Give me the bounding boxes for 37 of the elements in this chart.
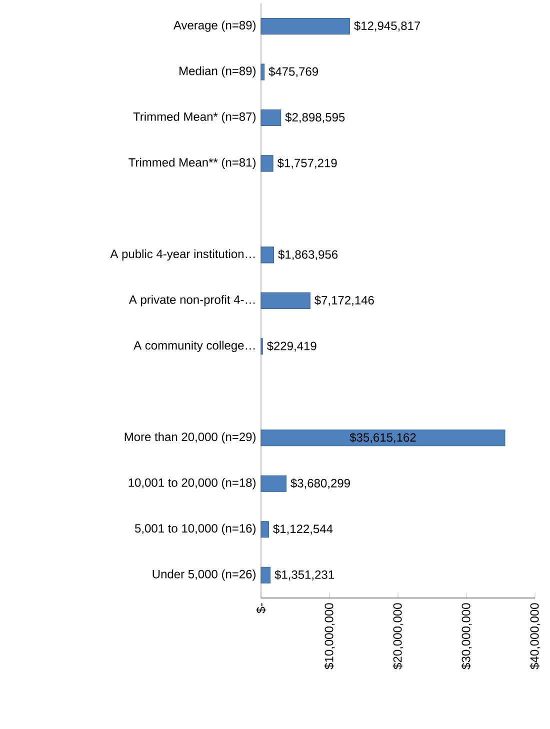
data-label: $1,351,231 bbox=[274, 570, 334, 580]
bar bbox=[260, 521, 269, 538]
bar bbox=[260, 475, 286, 492]
y-tick-label: Under 5,000 (n=26) bbox=[152, 570, 256, 581]
x-tick-label: $20,000,000 bbox=[392, 603, 404, 670]
y-tick-label: A private non-profit 4-… bbox=[128, 295, 255, 306]
y-tick-label: 5,001 to 10,000 (n=16) bbox=[135, 524, 256, 535]
bar bbox=[260, 566, 271, 584]
data-label: $35,615,162 bbox=[350, 432, 416, 444]
data-label: $12,945,817 bbox=[354, 21, 420, 32]
data-label: $3,680,299 bbox=[290, 478, 350, 489]
x-tick-label: $40,000,000 bbox=[530, 603, 540, 670]
data-label: $229,419 bbox=[266, 341, 316, 352]
data-label: $1,122,544 bbox=[273, 524, 333, 535]
data-label: $2,898,595 bbox=[285, 112, 345, 123]
data-label: $475,769 bbox=[268, 66, 318, 78]
bar bbox=[260, 430, 506, 446]
y-tick-label: Trimmed Mean** (n=81) bbox=[128, 158, 256, 170]
bar bbox=[260, 155, 274, 172]
x-tick-label: $30,000,000 bbox=[461, 603, 472, 670]
data-label: $7,172,146 bbox=[314, 295, 374, 306]
y-tick-label: Average (n=89) bbox=[173, 20, 256, 32]
bar bbox=[260, 292, 310, 309]
y-tick-label: Trimmed Mean* (n=87) bbox=[133, 112, 256, 124]
y-tick-label: A public 4-year institution… bbox=[110, 249, 255, 261]
data-label: $1,863,956 bbox=[278, 250, 338, 260]
data-label: $1,757,219 bbox=[277, 158, 337, 169]
y-tick-label: A community college… bbox=[134, 340, 255, 352]
y-tick-label: More than 20,000 (n=29) bbox=[124, 432, 256, 444]
bar bbox=[260, 109, 282, 126]
y-tick-label: Median (n=89) bbox=[180, 66, 256, 78]
bar bbox=[260, 246, 274, 264]
bar bbox=[260, 18, 350, 34]
x-tick-label: $- bbox=[256, 603, 266, 614]
x-tick-label: $10,000,000 bbox=[324, 603, 335, 670]
bar bbox=[260, 64, 265, 80]
y-tick-label: 10,001 to 20,000 (n=18) bbox=[128, 478, 256, 490]
